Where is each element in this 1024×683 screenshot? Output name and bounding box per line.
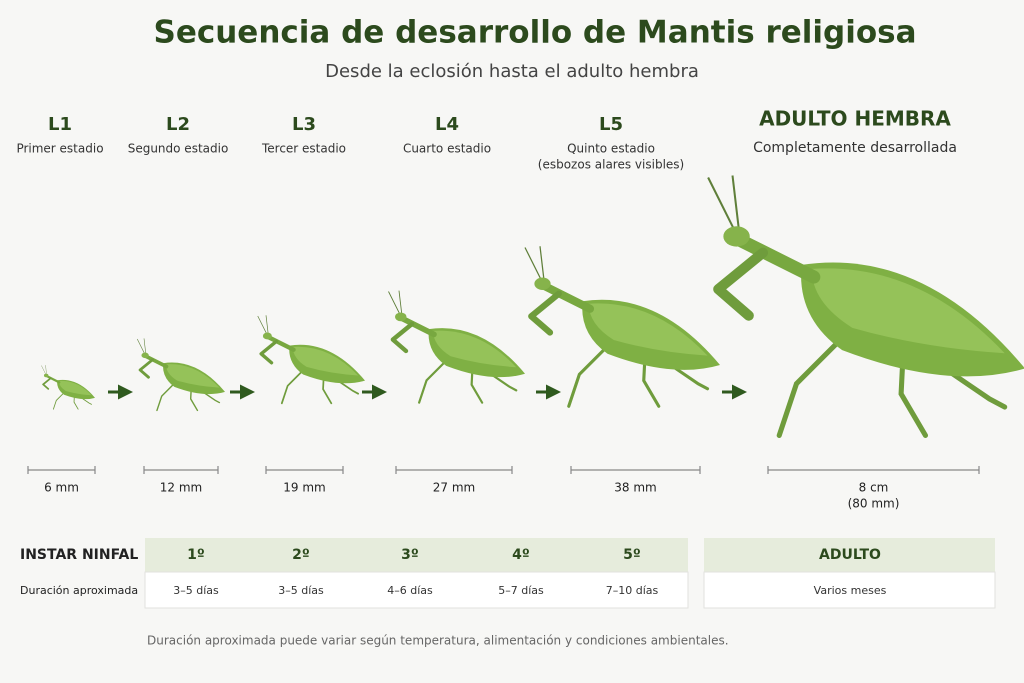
table-cell: 4º (512, 547, 530, 563)
size-label: 19 mm (283, 481, 325, 495)
table-cell: 5º (623, 547, 641, 563)
stage-label: L5 (599, 114, 623, 135)
table-cell: 5–7 días (498, 584, 544, 597)
scale-bar (395, 466, 513, 474)
stage-description: Quinto estadio (567, 142, 655, 156)
table-cell: 3–5 días (173, 584, 219, 597)
table-cell: Varios meses (814, 584, 887, 597)
size-label: (80 mm) (848, 497, 900, 511)
scale-bar (143, 466, 219, 474)
stage-description: Primer estadio (16, 142, 103, 156)
scale-bar (265, 466, 344, 474)
table-cell: 2º (292, 547, 310, 563)
stage-description: Cuarto estadio (403, 142, 491, 156)
table-cell: 4–6 días (387, 584, 433, 597)
size-label: 12 mm (160, 481, 202, 495)
scale-bar (27, 466, 96, 474)
stage-label: L3 (292, 114, 316, 135)
stage-description: Completamente desarrollada (753, 140, 957, 156)
table-row-bg (144, 571, 689, 609)
table-cell: ADULTO (819, 547, 881, 563)
size-label: 27 mm (433, 481, 475, 495)
scale-bar (767, 466, 980, 474)
stage-description: Tercer estadio (261, 142, 346, 156)
subtitle: Desde la eclosión hasta el adulto hembra (325, 61, 699, 82)
table-row-bg (703, 571, 996, 609)
size-label: 6 mm (44, 481, 79, 495)
table-cell: 3º (401, 547, 419, 563)
illustrations (40, 175, 1024, 435)
stage-label: ADULTO HEMBRA (759, 107, 951, 131)
table-header-bg (704, 538, 995, 572)
table-cell: 3–5 días (278, 584, 324, 597)
stage-label: L4 (435, 114, 459, 135)
title: Secuencia de desarrollo de Mantis religi… (154, 15, 917, 51)
footnote: Duración aproximada puede variar según t… (147, 634, 729, 648)
scale-bar (570, 466, 701, 474)
row-header: INSTAR NINFAL (20, 547, 138, 563)
stage-label: L2 (166, 114, 190, 135)
stage-label: L1 (48, 114, 72, 135)
size-label: 38 mm (614, 481, 656, 495)
stage-description: Segundo estadio (128, 142, 229, 156)
stage-description: (esbozos alares visibles) (538, 158, 684, 172)
table-cell: 1º (187, 547, 205, 563)
size-label: 8 cm (859, 481, 889, 495)
row-label: Duración aproximada (20, 584, 138, 597)
table-cell: 7–10 días (606, 584, 659, 597)
table-header-bg (145, 538, 688, 572)
